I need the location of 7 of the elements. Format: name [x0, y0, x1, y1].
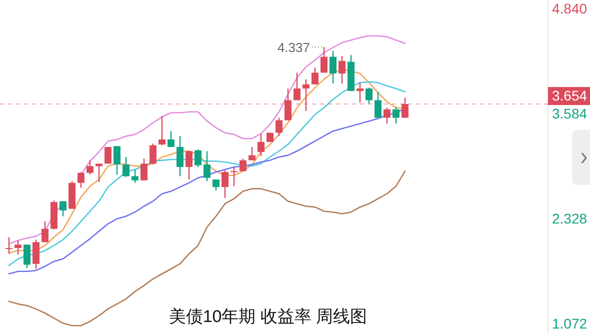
y-tick-label: 1.072 [552, 315, 588, 332]
annotation: 4.337 [277, 40, 310, 56]
y-tick-label: 4.840 [552, 0, 588, 17]
y-tick-label: 3.584 [552, 106, 588, 122]
ref-line-label: 3.654 [552, 88, 588, 104]
text: 美债10年期 收益率 周线图 [168, 307, 368, 326]
y-tick-label: 2.328 [552, 210, 588, 226]
